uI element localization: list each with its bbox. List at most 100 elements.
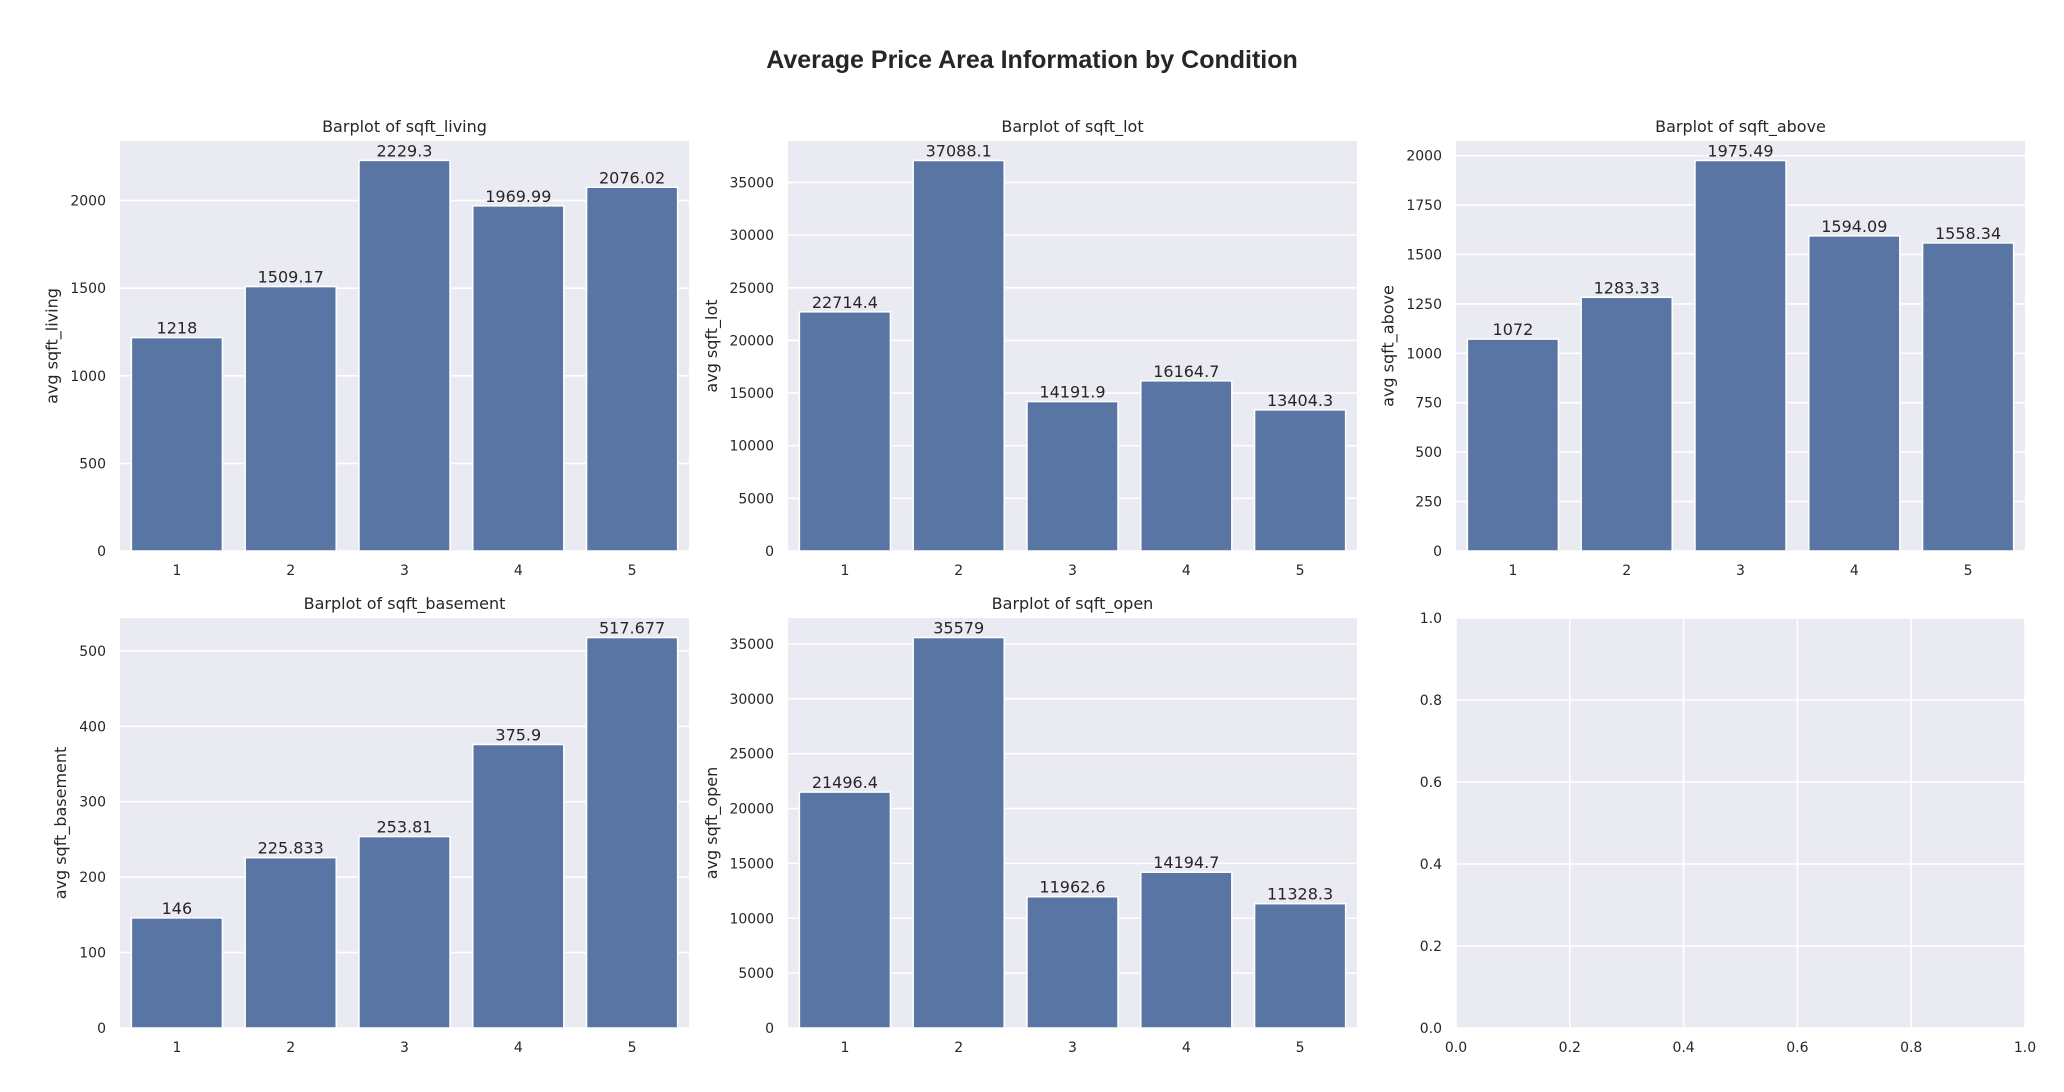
y-axis-label: avg sqft_above — [1379, 285, 1399, 407]
bar-3 — [1026, 895, 1119, 1029]
subplot-title: Barplot of sqft_living — [322, 117, 487, 137]
subplot-2: 0 5000 10000 15000 20000 25000 30000 35000 22714… — [702, 117, 1357, 579]
y-tick-label: 0 — [97, 1021, 106, 1037]
bar-4 — [472, 743, 565, 1029]
y-tick-label: 10000 — [729, 439, 774, 455]
x-tick-label: 1 — [172, 1040, 181, 1056]
bar-4 — [1140, 380, 1233, 552]
y-tick-label: 0 — [765, 544, 774, 560]
subplot-4: 0 100 200 300 400 500 146 1 225.833 2 253.81 3 375.9… — [51, 594, 689, 1056]
x-tick-label: 3 — [1736, 563, 1745, 579]
y-tick-label: 500 — [1415, 445, 1442, 461]
y-tick-label: 1750 — [1406, 198, 1442, 214]
y-tick-label: 2000 — [1406, 149, 1442, 165]
y-tick-label: 5000 — [738, 491, 774, 507]
y-tick-label: 1250 — [1406, 297, 1442, 313]
y-tick-label: 0 — [97, 544, 106, 560]
y-tick-label: 15000 — [729, 386, 774, 402]
bar-4 — [1808, 235, 1901, 552]
subplot-title: Barplot of sqft_open — [992, 594, 1154, 614]
y-tick-label: 15000 — [729, 856, 774, 872]
bar-value-label: 1558.34 — [1935, 224, 2001, 243]
bar-2 — [912, 159, 1005, 552]
y-tick-label: 0.4 — [1420, 857, 1442, 873]
subplot-title: Barplot of sqft_basement — [304, 594, 506, 614]
y-tick-label: 0 — [765, 1021, 774, 1037]
bar-value-label: 21496.4 — [812, 773, 878, 792]
bar-1 — [798, 311, 892, 552]
bar-5 — [1921, 242, 2015, 552]
x-tick-label: 3 — [1068, 1040, 1077, 1056]
bar-1 — [130, 917, 224, 1029]
y-tick-label: 30000 — [729, 228, 774, 244]
subplot-title: Barplot of sqft_above — [1655, 117, 1826, 137]
bar-value-label: 16164.7 — [1153, 362, 1219, 381]
bar-value-label: 1283.33 — [1594, 278, 1660, 297]
y-tick-label: 0.8 — [1420, 693, 1442, 709]
subplot-6: 0.0 0.2 0.4 0.6 0.8 1.0 0.0 0.2 0.4 0.6 0.8 1.0 — [1420, 611, 2036, 1056]
y-tick-label: 250 — [1415, 495, 1442, 511]
bar-value-label: 253.81 — [377, 818, 433, 837]
y-tick-label: 100 — [79, 946, 106, 962]
bar-value-label: 2076.02 — [599, 168, 665, 187]
plot-area — [1456, 618, 2025, 1028]
bar-value-label: 1975.49 — [1707, 141, 1773, 160]
x-tick-label: 4 — [1850, 563, 1859, 579]
x-tick-label: 4 — [1182, 563, 1191, 579]
bar-value-label: 11962.6 — [1039, 878, 1105, 897]
y-tick-label: 1000 — [70, 369, 106, 385]
y-axis-label: avg sqft_basement — [51, 747, 71, 900]
bar-4 — [472, 205, 565, 552]
x-tick-label: 1 — [1508, 563, 1517, 579]
y-tick-label: 25000 — [729, 281, 774, 297]
x-tick-label: 1.0 — [2014, 1040, 2036, 1056]
bar-value-label: 225.833 — [258, 839, 324, 858]
bar-value-label: 11328.3 — [1267, 885, 1333, 904]
y-tick-label: 30000 — [729, 692, 774, 708]
x-tick-label: 2 — [286, 563, 295, 579]
x-tick-label: 5 — [628, 1040, 637, 1056]
bar-value-label: 13404.3 — [1267, 391, 1333, 410]
bar-2 — [244, 285, 337, 552]
bar-value-label: 146 — [162, 899, 193, 918]
y-tick-label: 20000 — [729, 333, 774, 349]
y-tick-label: 200 — [79, 870, 106, 886]
figure-title: Average Price Area Information by Condit… — [766, 46, 1298, 74]
y-tick-label: 0.0 — [1420, 1021, 1442, 1037]
x-tick-label: 0.4 — [1672, 1040, 1694, 1056]
y-tick-label: 1500 — [70, 281, 106, 297]
x-tick-label: 5 — [1964, 563, 1973, 579]
bar-4 — [1140, 871, 1233, 1029]
y-tick-label: 1.0 — [1420, 611, 1442, 627]
x-tick-label: 0.2 — [1559, 1040, 1581, 1056]
bar-1 — [130, 336, 224, 552]
x-tick-label: 5 — [1296, 1040, 1305, 1056]
x-tick-label: 4 — [514, 563, 523, 579]
y-tick-label: 1000 — [1406, 346, 1442, 362]
bar-3 — [1694, 159, 1787, 552]
x-tick-label: 3 — [400, 1040, 409, 1056]
bar-value-label: 22714.4 — [812, 293, 878, 312]
bar-value-label: 2229.3 — [377, 141, 433, 160]
bar-value-label: 517.677 — [599, 619, 665, 638]
subplot-title: Barplot of sqft_lot — [1001, 117, 1143, 137]
x-tick-label: 4 — [1182, 1040, 1191, 1056]
bar-2 — [912, 636, 1005, 1029]
x-tick-label: 2 — [954, 1040, 963, 1056]
x-tick-label: 0.8 — [1900, 1040, 1922, 1056]
y-tick-label: 500 — [79, 456, 106, 472]
bar-value-label: 14194.7 — [1153, 853, 1219, 872]
x-tick-label: 3 — [400, 563, 409, 579]
bar-value-label: 14191.9 — [1039, 383, 1105, 402]
y-tick-label: 25000 — [729, 747, 774, 763]
bar-5 — [585, 636, 679, 1029]
y-tick-label: 35000 — [729, 637, 774, 653]
y-axis-label: avg sqft_living — [43, 288, 63, 404]
y-tick-label: 500 — [79, 644, 106, 660]
subplot-3: 0 250 500 750 1000 1250 1500 1750 2000 1072 1 1283.… — [1379, 117, 2025, 579]
x-tick-label: 4 — [514, 1040, 523, 1056]
y-tick-label: 0.6 — [1420, 775, 1442, 791]
subplot-grid: 0500100015002000121811509.1722229.331969… — [43, 117, 2037, 1056]
x-tick-label: 2 — [954, 563, 963, 579]
